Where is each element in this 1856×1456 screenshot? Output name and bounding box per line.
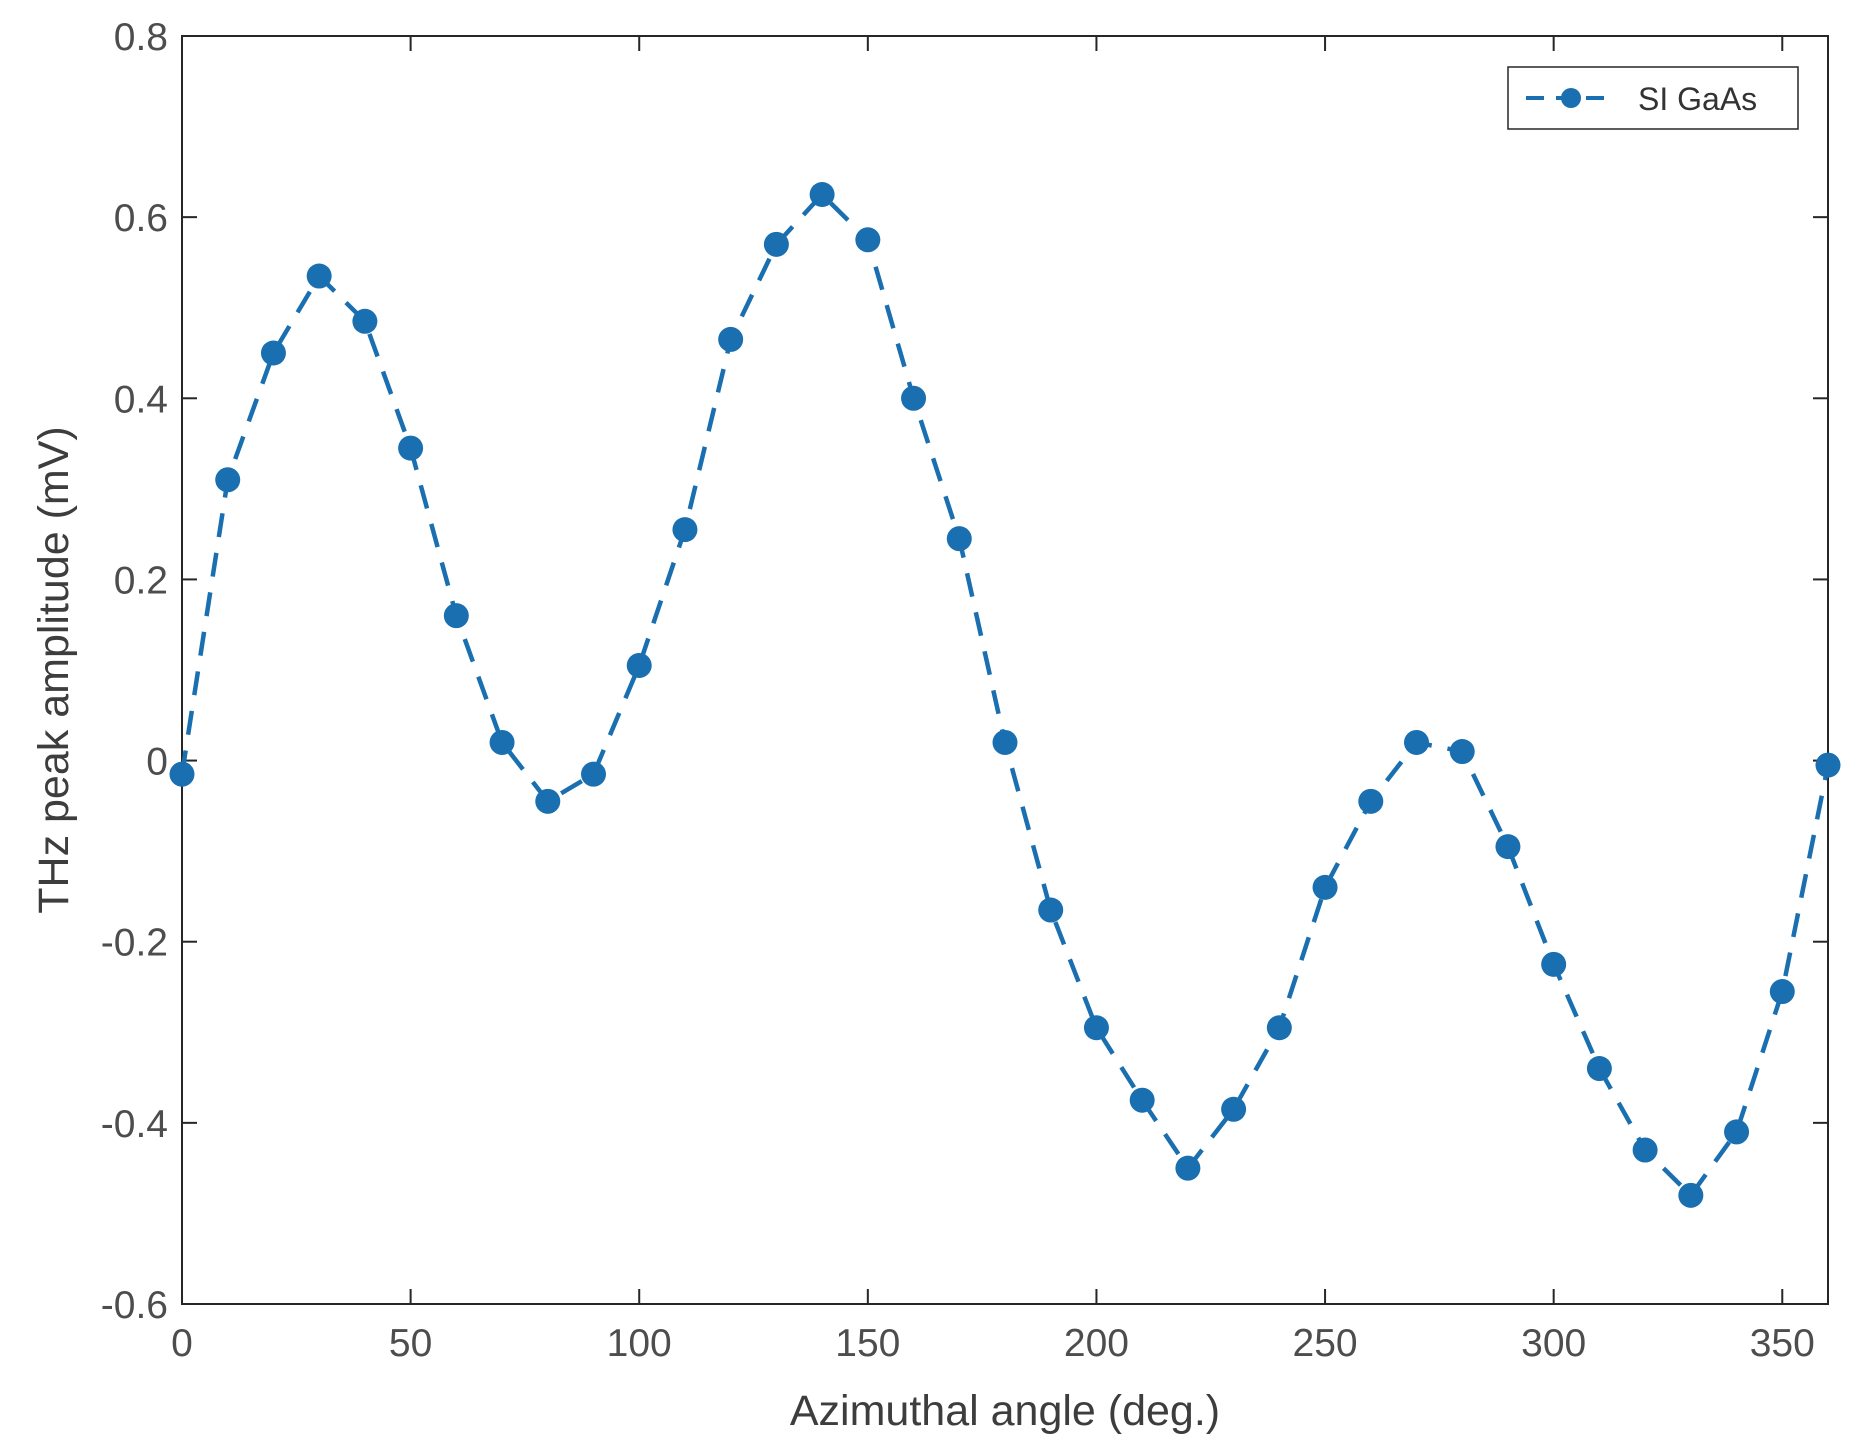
- data-point: [1175, 1155, 1201, 1181]
- data-point: [855, 227, 881, 253]
- data-point: [1449, 739, 1475, 765]
- x-tick-label: 0: [171, 1322, 193, 1365]
- data-point: [581, 761, 606, 787]
- data-point: [1632, 1137, 1658, 1163]
- data-point: [626, 652, 652, 678]
- x-tick-label: 100: [607, 1322, 672, 1365]
- data-point: [306, 263, 332, 289]
- data-point: [763, 231, 789, 257]
- y-axis-ticks: -0.6 -0.4 -0.2 0 0.2 0.4 0.6 0.8: [101, 16, 1828, 1327]
- data-point: [1586, 1056, 1612, 1082]
- data-point: [1038, 897, 1064, 923]
- data-point: [1221, 1096, 1247, 1122]
- data-point: [1678, 1182, 1704, 1208]
- legend-entry-label: SI GaAs: [1638, 81, 1757, 117]
- data-point: [1129, 1087, 1155, 1113]
- x-tick-label: 200: [1064, 1322, 1129, 1365]
- y-tick-label: 0.2: [114, 559, 168, 602]
- data-point: [535, 788, 561, 814]
- data-point: [1404, 729, 1429, 755]
- data-point: [1724, 1119, 1750, 1145]
- x-axis-label: Azimuthal angle (deg.): [790, 1387, 1220, 1435]
- data-point: [443, 603, 469, 629]
- legend: SI GaAs: [1507, 66, 1799, 130]
- data-point: [901, 385, 927, 411]
- y-axis-label: THz peak amplitude (mV): [30, 426, 78, 914]
- data-point: [946, 526, 972, 552]
- y-tick-label: 0.8: [114, 16, 168, 59]
- y-tick-label: -0.6: [101, 1284, 168, 1327]
- y-tick-label: 0.4: [114, 378, 168, 421]
- data-point: [215, 467, 241, 493]
- legend-marker-sample: [1561, 88, 1581, 108]
- series-layer: [169, 182, 1841, 1208]
- y-tick-label: -0.4: [101, 1103, 168, 1146]
- data-point: [1083, 1015, 1109, 1041]
- plot-area: [181, 35, 1829, 1305]
- data-point: [1541, 951, 1567, 977]
- data-point: [1358, 788, 1384, 814]
- x-tick-label: 50: [389, 1322, 432, 1365]
- y-tick-label: 0: [146, 741, 168, 784]
- x-tick-label: 300: [1521, 1322, 1586, 1365]
- y-tick-label: -0.2: [101, 922, 168, 965]
- data-point: [489, 729, 515, 755]
- data-point: [1815, 752, 1841, 778]
- data-point: [352, 308, 378, 334]
- data-point: [809, 182, 835, 207]
- x-axis-ticks: 0 50 100 150 200 250 300 350: [171, 36, 1815, 1365]
- data-point: [169, 761, 195, 787]
- data-point: [718, 326, 744, 352]
- data-point: [672, 517, 698, 543]
- data-point: [1312, 874, 1338, 900]
- data-point: [1769, 979, 1795, 1005]
- x-tick-label: 150: [835, 1322, 900, 1365]
- x-tick-label: 350: [1750, 1322, 1815, 1365]
- data-point: [1495, 834, 1521, 860]
- data-point: [992, 729, 1018, 755]
- data-point: [1266, 1015, 1292, 1041]
- data-point: [398, 435, 424, 461]
- data-point: [260, 340, 286, 366]
- y-tick-label: 0.6: [114, 197, 168, 240]
- x-tick-label: 250: [1293, 1322, 1358, 1365]
